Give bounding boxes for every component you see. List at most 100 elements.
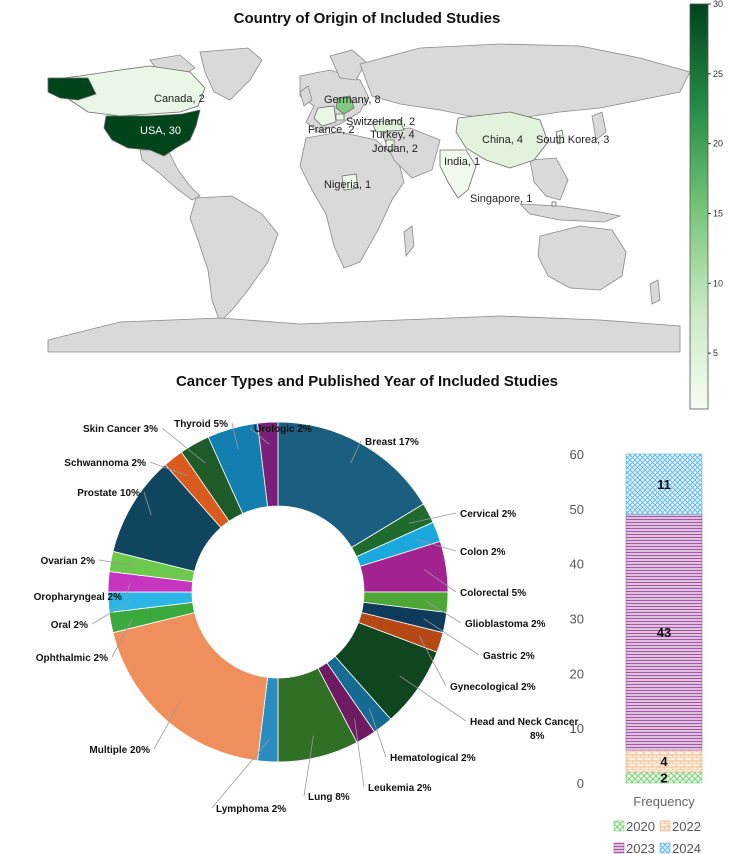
pie-slice-label: Leukemia 2% bbox=[368, 783, 431, 794]
label-france: France, 2 bbox=[308, 124, 354, 136]
colorbar-gradient bbox=[689, 3, 709, 410]
pie-slice-label: Cervical 2% bbox=[460, 509, 516, 520]
legend-swatch-2020 bbox=[613, 820, 625, 832]
pie-slice bbox=[277, 421, 425, 549]
pie-slice bbox=[112, 612, 269, 762]
country-switzerland bbox=[335, 113, 345, 121]
pie-leader-line bbox=[350, 440, 362, 464]
label-turkey: Turkey, 4 bbox=[370, 129, 415, 141]
pie-leader-line bbox=[125, 582, 131, 597]
pie-slice-label: Multiple 20% bbox=[89, 745, 150, 756]
pie-slice-label: Ovarian 2% bbox=[41, 556, 96, 567]
world-map: Canada, 2 USA, 30 Germany, 8 Switzerland… bbox=[47, 43, 691, 353]
pie-leader-line bbox=[231, 422, 239, 450]
pie-slice-label: Thyroid 5% bbox=[174, 419, 228, 430]
pie-leader-line bbox=[149, 461, 187, 476]
pie-slice-label: Colon 2% bbox=[460, 547, 506, 558]
bar-segment-value: 2 bbox=[660, 771, 667, 786]
colorbar-tick-label: 25 bbox=[713, 69, 723, 79]
legend-swatch-2022 bbox=[659, 820, 671, 832]
bar-ytick-label: 50 bbox=[570, 502, 584, 517]
colored-countries bbox=[47, 65, 565, 207]
legend-label: 2020 bbox=[626, 819, 655, 834]
pie-slice-label: Hematological 2% bbox=[390, 753, 476, 764]
cancer-type-donut: Breast 17% Cervical 2% Colon 2% Colorectal … bbox=[34, 419, 579, 815]
colorbar-tick-label: 5 bbox=[713, 348, 718, 358]
label-jordan: Jordan, 2 bbox=[372, 143, 418, 155]
country-jordan bbox=[385, 139, 395, 151]
bar-ytick-label: 10 bbox=[570, 721, 584, 736]
label-usa: USA, 30 bbox=[140, 125, 181, 137]
pie-leader-line bbox=[161, 427, 206, 464]
pie-leader-line bbox=[303, 735, 314, 797]
legend-swatch-2024 bbox=[659, 842, 671, 854]
colorbar: 5 10 15 20 25 30 bbox=[689, 0, 723, 410]
country-germany bbox=[335, 95, 355, 115]
pie-leader-line bbox=[211, 739, 270, 809]
pie-slice-label: Oropharyngeal 2% bbox=[34, 592, 122, 603]
pie-slice-label: Oral 2% bbox=[51, 620, 88, 631]
pie-slice-label: Breast 17% bbox=[365, 437, 419, 448]
pie-leader-line bbox=[354, 718, 365, 788]
bar-segment-2024 bbox=[625, 453, 703, 515]
pie-slice-label: Lung 8% bbox=[308, 792, 350, 803]
pie-slice-label: Lymphoma 2% bbox=[216, 804, 286, 815]
bar-ytick-label: 40 bbox=[570, 557, 584, 572]
pie-leader-line bbox=[368, 708, 387, 758]
bar-ytick-label: 60 bbox=[570, 447, 584, 462]
map-title: Country of Origin of Included Studies bbox=[233, 10, 501, 27]
bar-ytick-label: 30 bbox=[570, 612, 584, 627]
country-singapore bbox=[551, 201, 557, 207]
pie-leader-line bbox=[399, 675, 467, 722]
colorbar-tick-label: 15 bbox=[713, 208, 723, 218]
label-germany: Germany, 8 bbox=[324, 94, 381, 106]
label-china: China, 4 bbox=[482, 134, 523, 146]
pie-leader-line bbox=[249, 427, 270, 445]
legend-label: 2022 bbox=[672, 819, 701, 834]
bar-segment-2023 bbox=[625, 514, 703, 751]
label-nigeria: Nigeria, 1 bbox=[324, 179, 371, 191]
pie-leader-line bbox=[98, 559, 133, 566]
country-usa-alaska bbox=[47, 77, 97, 101]
pie-leader-line bbox=[416, 539, 457, 552]
country-nigeria bbox=[341, 173, 359, 191]
year-stacked-bar: 0 10 20 30 40 50 60 2 4 43 11 Frequency 2020 2022 2… bbox=[570, 447, 703, 854]
bar-segment-value: 43 bbox=[657, 625, 671, 640]
pie-leader-line bbox=[143, 491, 152, 516]
label-canada: Canada, 2 bbox=[154, 93, 205, 105]
pie-leader-line bbox=[425, 600, 462, 624]
pie-leader-line bbox=[111, 618, 133, 658]
label-india: India, 1 bbox=[444, 156, 480, 168]
label-south-korea: South Korea, 3 bbox=[536, 134, 609, 146]
pie-leader-line bbox=[418, 635, 447, 687]
country-india bbox=[439, 149, 477, 199]
pie-slice-label: Gynecological 2% bbox=[450, 682, 536, 693]
pie-leader-line bbox=[424, 569, 457, 593]
pie-leader-line bbox=[423, 618, 480, 656]
pie-leader-line bbox=[153, 702, 181, 750]
pie-slice-label: Glioblastoma 2% bbox=[465, 619, 546, 630]
label-switzerland: Switzerland, 2 bbox=[346, 116, 415, 128]
pie-leader-line bbox=[408, 512, 457, 524]
pie-leader-line bbox=[91, 600, 131, 625]
legend-swatch-2023 bbox=[613, 842, 625, 854]
pie-slice-label: Skin Cancer 3% bbox=[83, 424, 158, 435]
pie-slice-label: Head and Neck Cancer 8% bbox=[470, 717, 578, 742]
colorbar-tick-label: 30 bbox=[713, 0, 723, 9]
label-singapore: Singapore, 1 bbox=[470, 193, 532, 205]
country-china bbox=[455, 111, 549, 169]
colorbar-tick-label: 20 bbox=[713, 139, 723, 149]
pie-slice-label: Schwannoma 2% bbox=[64, 458, 146, 469]
country-turkey bbox=[371, 119, 405, 133]
pie-slice-label: Prostate 10% bbox=[77, 488, 140, 499]
bar-ytick-label: 20 bbox=[570, 666, 584, 681]
colorbar-ticks: 5 10 15 20 25 30 bbox=[708, 0, 723, 358]
pie-slice-label: Urologic 2% bbox=[254, 424, 312, 435]
pie-slice-label: Ophthalmic 2% bbox=[36, 653, 108, 664]
bar-ytick-label: 0 bbox=[577, 776, 584, 791]
bar-segment-value: 11 bbox=[657, 477, 671, 492]
pie-slice-label: Colorectal 5% bbox=[460, 588, 526, 599]
pie-slice bbox=[257, 421, 279, 508]
legend-label: 2024 bbox=[672, 841, 701, 854]
legend-label: 2023 bbox=[626, 841, 655, 854]
